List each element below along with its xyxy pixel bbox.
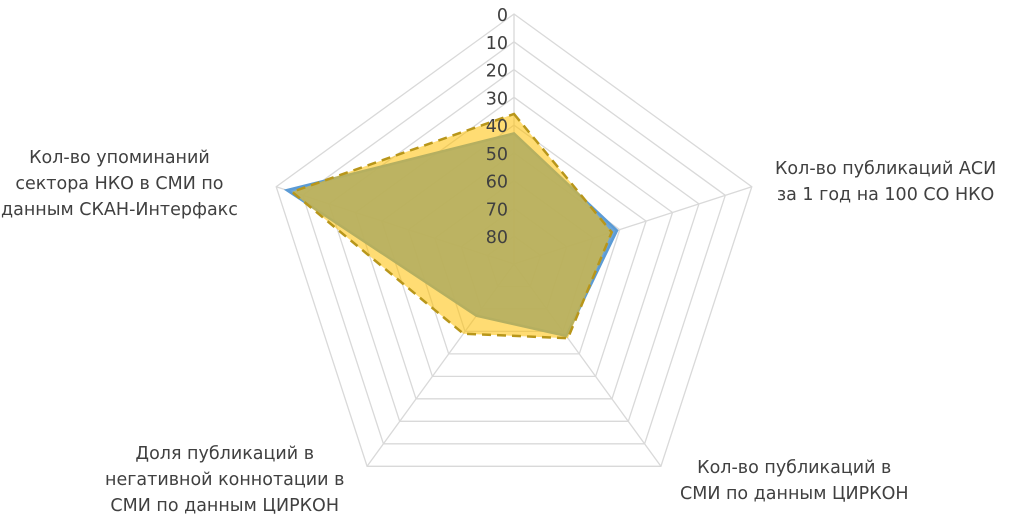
category-label-line: СМИ по данным ЦИРКОН	[110, 496, 339, 516]
category-label-line: данным СКАН-Интерфакс	[1, 200, 238, 220]
category-label-line: сектора НКО в СМИ по	[15, 174, 224, 194]
category-label-right: Кол-во публикаций АСИ за 1 год на 100 СО …	[775, 156, 996, 208]
radial-tick-label: 30	[486, 89, 508, 109]
radial-tick-label: 70	[486, 200, 508, 220]
category-label-line: за 1 год на 100 СО НКО	[776, 185, 995, 205]
radial-tick-label: 80	[486, 228, 508, 248]
grid-ring	[301, 40, 727, 445]
category-label-line: Кол-во публикаций АСИ	[775, 159, 997, 179]
category-label-bottom-right: Кол-во публикаций в СМИ по данным ЦИРКОН	[680, 455, 909, 507]
category-label-left: Кол-во упоминаний сектора НКО в СМИ по дан…	[1, 145, 238, 223]
grid-ring	[275, 13, 753, 467]
category-label-line: Кол-во публикаций в	[697, 458, 892, 478]
radial-tick-labels: 0 10 20 30 40 50 60 70 80	[486, 6, 508, 248]
category-label-line: Кол-во упоминаний	[29, 148, 210, 168]
category-label-line: СМИ по данным ЦИРКОН	[680, 484, 909, 504]
category-label-bottom-left: Доля публикаций в негативной коннотации в…	[105, 441, 344, 519]
category-label-line: негативной коннотации в	[105, 470, 345, 490]
radial-tick-label: 20	[486, 62, 508, 82]
radial-tick-label: 10	[486, 34, 508, 54]
category-label-line: Доля публикаций в	[135, 444, 315, 464]
radial-tick-label: 0	[497, 6, 508, 26]
radar-series	[283, 112, 619, 340]
radial-tick-label: 40	[486, 117, 508, 137]
radial-tick-label: 50	[486, 145, 508, 165]
radial-tick-label: 60	[486, 173, 508, 193]
series-2-area	[289, 112, 614, 340]
